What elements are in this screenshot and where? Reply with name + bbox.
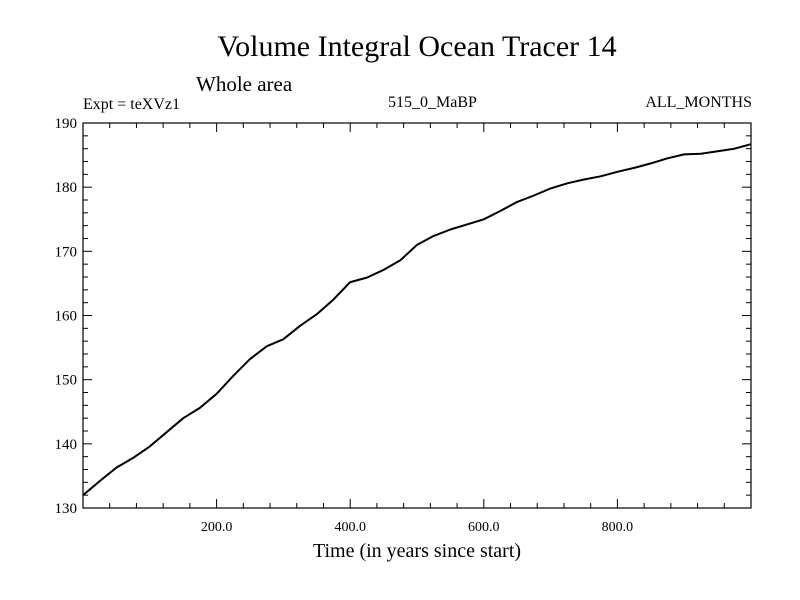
plot-frame — [82, 122, 752, 509]
experiment-label: Expt = teXVz1 — [83, 96, 180, 113]
series-line — [82, 143, 752, 496]
chart-subtitle: Whole area — [196, 72, 293, 96]
chart-title: Volume Integral Ocean Tracer 14 — [217, 30, 617, 63]
x-tick-label: 200.0 — [201, 520, 233, 535]
y-tick-label: 160 — [55, 309, 78, 325]
run-label: 515_0_MaBP — [388, 94, 477, 111]
x-tick-label: 600.0 — [468, 520, 500, 535]
y-tick-label: 180 — [55, 180, 78, 196]
months-label: ALL_MONTHS — [645, 94, 752, 111]
y-tick-label: 140 — [55, 437, 78, 453]
y-tick-label: 150 — [55, 373, 78, 389]
y-tick-label: 190 — [55, 116, 78, 132]
x-tick-label: 800.0 — [602, 520, 634, 535]
x-tick-label: 400.0 — [334, 520, 366, 535]
y-tick-label: 130 — [55, 501, 78, 517]
y-tick-label: 170 — [55, 244, 78, 260]
x-axis-label: Time (in years since start) — [313, 540, 521, 562]
